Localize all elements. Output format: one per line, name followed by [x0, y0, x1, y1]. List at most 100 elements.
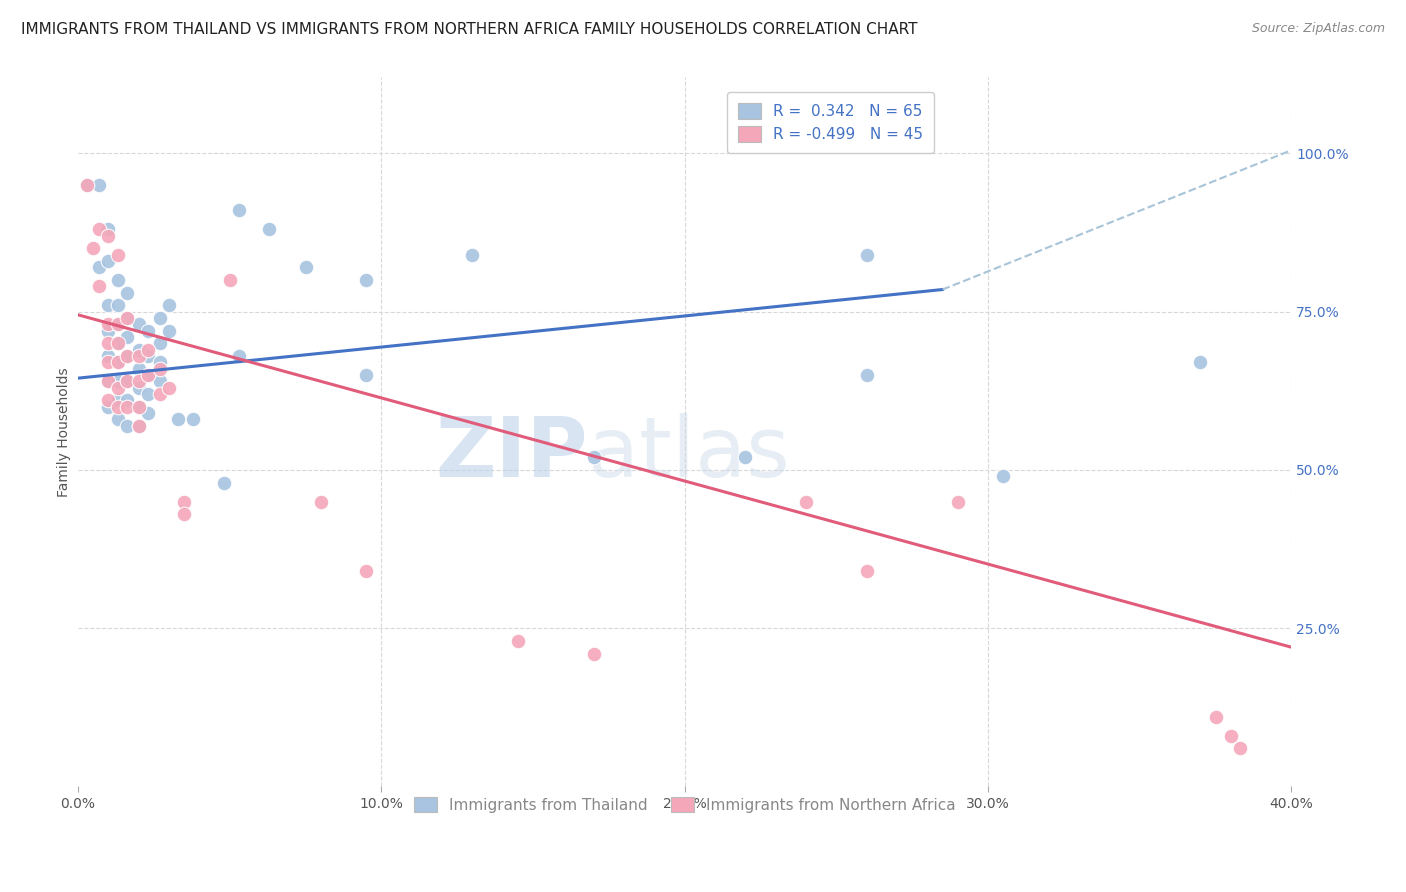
Point [76, 178, 98, 192]
Point [97, 254, 120, 268]
Point [97, 393, 120, 408]
Point [107, 400, 129, 414]
Point [173, 494, 195, 508]
Legend: Immigrants from Thailand, Immigrants from Northern Africa: Immigrants from Thailand, Immigrants fro… [402, 784, 967, 825]
Point [115, 349, 138, 363]
Point [136, 368, 159, 382]
Point [128, 343, 150, 357]
Point [89, 222, 111, 236]
Point [107, 374, 129, 388]
Point [97, 349, 120, 363]
Point [128, 361, 150, 376]
Point [461, 248, 484, 262]
Point [97, 336, 120, 351]
Point [309, 494, 332, 508]
Point [89, 279, 111, 293]
Point [157, 298, 180, 312]
Y-axis label: Family Households: Family Households [58, 368, 72, 497]
Point [128, 418, 150, 433]
Point [794, 494, 817, 508]
Point [97, 374, 120, 388]
Point [97, 222, 120, 236]
Point [136, 387, 159, 401]
Point [107, 318, 129, 332]
Point [149, 387, 172, 401]
Point [354, 564, 377, 578]
Point [149, 361, 172, 376]
Point [228, 203, 250, 218]
Point [107, 381, 129, 395]
Point [128, 418, 150, 433]
Point [115, 349, 138, 363]
Point [149, 311, 172, 326]
Point [128, 381, 150, 395]
Point [257, 222, 280, 236]
Point [582, 647, 605, 661]
Point [1189, 355, 1212, 369]
Point [89, 260, 111, 275]
Point [855, 564, 877, 578]
Point [354, 273, 377, 287]
Point [136, 368, 159, 382]
Point [107, 355, 129, 369]
Point [582, 450, 605, 465]
Point [136, 324, 159, 338]
Point [228, 349, 250, 363]
Point [506, 633, 529, 648]
Point [136, 406, 159, 420]
Point [107, 248, 129, 262]
Point [115, 374, 138, 388]
Point [149, 374, 172, 388]
Point [107, 336, 129, 351]
Text: atlas: atlas [588, 413, 789, 494]
Point [157, 324, 180, 338]
Point [1205, 710, 1227, 724]
Point [115, 374, 138, 388]
Point [115, 285, 138, 300]
Point [97, 355, 120, 369]
Point [107, 298, 129, 312]
Point [354, 368, 377, 382]
Point [82, 241, 104, 255]
Point [149, 336, 172, 351]
Point [115, 311, 138, 326]
Point [294, 260, 316, 275]
Text: IMMIGRANTS FROM THAILAND VS IMMIGRANTS FROM NORTHERN AFRICA FAMILY HOUSEHOLDS CO: IMMIGRANTS FROM THAILAND VS IMMIGRANTS F… [21, 22, 918, 37]
Point [183, 412, 205, 426]
Point [107, 336, 129, 351]
Point [136, 343, 159, 357]
Point [1229, 741, 1251, 756]
Point [115, 393, 138, 408]
Point [173, 508, 195, 522]
Point [855, 368, 877, 382]
Point [167, 412, 190, 426]
Point [97, 228, 120, 243]
Point [993, 469, 1015, 483]
Point [107, 273, 129, 287]
Point [128, 374, 150, 388]
Text: ZIP: ZIP [436, 413, 588, 494]
Point [946, 494, 969, 508]
Point [76, 178, 98, 192]
Point [107, 318, 129, 332]
Point [107, 393, 129, 408]
Point [128, 349, 150, 363]
Point [218, 273, 240, 287]
Text: Source: ZipAtlas.com: Source: ZipAtlas.com [1251, 22, 1385, 36]
Point [128, 400, 150, 414]
Point [89, 178, 111, 192]
Point [115, 400, 138, 414]
Point [1219, 729, 1241, 743]
Point [149, 355, 172, 369]
Point [115, 330, 138, 344]
Point [115, 418, 138, 433]
Point [128, 318, 150, 332]
Point [97, 318, 120, 332]
Point [734, 450, 756, 465]
Point [128, 400, 150, 414]
Point [136, 349, 159, 363]
Point [97, 324, 120, 338]
Point [97, 400, 120, 414]
Point [855, 248, 877, 262]
Point [97, 298, 120, 312]
